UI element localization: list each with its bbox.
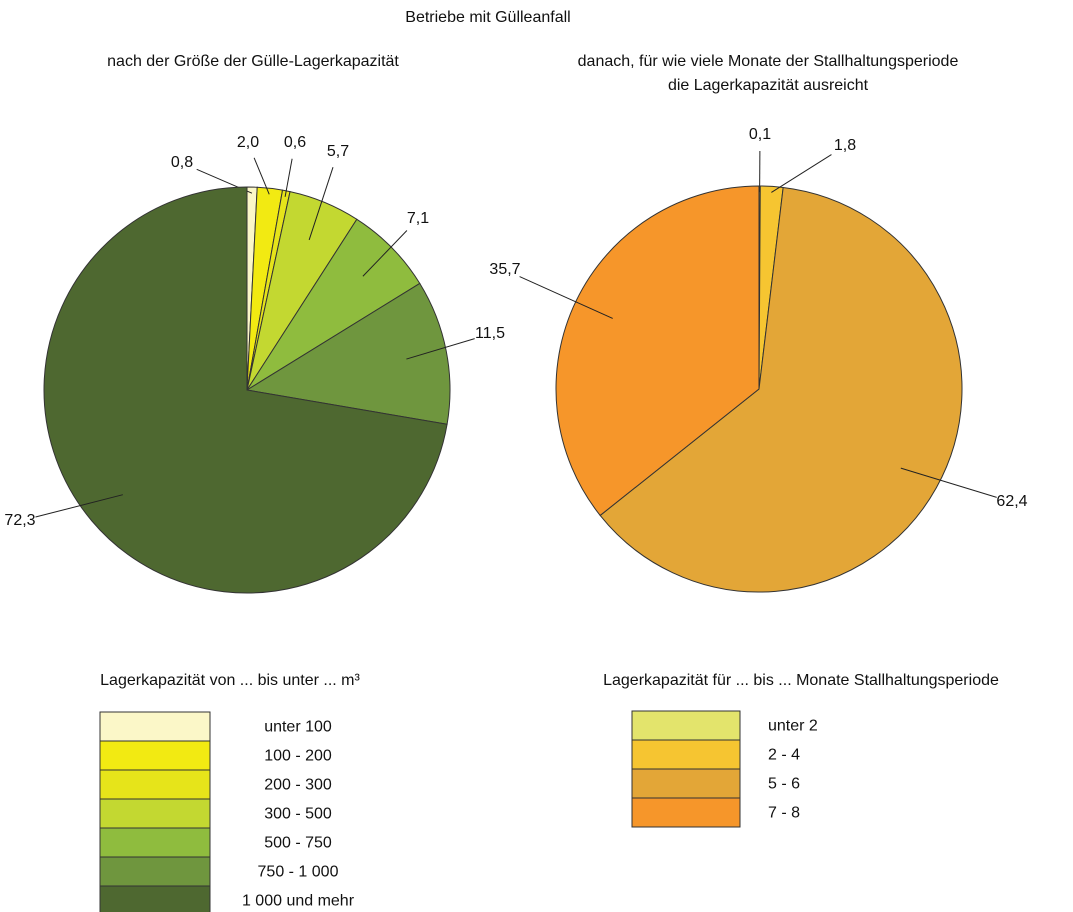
legend-swatch bbox=[631, 797, 741, 828]
chart-subtitle: nach der Größe der Gülle-Lagerkapazität bbox=[107, 53, 399, 70]
data-label: 0,1 bbox=[749, 126, 771, 143]
pie-slice bbox=[43, 186, 448, 594]
data-label: 62,4 bbox=[996, 493, 1027, 510]
legend-label: 500 - 750 bbox=[264, 835, 332, 852]
data-label: 0,6 bbox=[284, 134, 306, 151]
legend-label: 300 - 500 bbox=[264, 806, 332, 823]
chart-subtitle: danach, für wie viele Monate der Stallha… bbox=[578, 53, 959, 70]
data-label: 11,5 bbox=[475, 325, 505, 342]
chart-title: Betriebe mit Gülleanfall bbox=[405, 9, 570, 26]
legend-label: unter 100 bbox=[264, 719, 332, 736]
legend-label: 7 - 8 bbox=[768, 805, 800, 822]
legend-label: 750 - 1 000 bbox=[258, 864, 339, 881]
leader-line bbox=[519, 276, 613, 319]
chart-subtitle: die Lagerkapazität ausreicht bbox=[668, 77, 869, 94]
leader-line bbox=[253, 157, 270, 195]
legend-swatch bbox=[99, 827, 211, 858]
data-label: 2,0 bbox=[237, 134, 259, 151]
leader-line bbox=[362, 230, 408, 277]
data-label: 35,7 bbox=[489, 261, 520, 278]
legend-swatch bbox=[99, 856, 211, 887]
legend-swatch bbox=[99, 711, 211, 742]
data-label: 72,3 bbox=[4, 512, 35, 529]
legend-label: 100 - 200 bbox=[264, 748, 332, 765]
pie-slice bbox=[599, 186, 963, 593]
pie-slice bbox=[245, 282, 451, 425]
legend-label: 5 - 6 bbox=[768, 776, 800, 793]
pie-slice bbox=[555, 185, 760, 517]
data-label: 1,8 bbox=[834, 137, 856, 154]
legend-swatch bbox=[631, 768, 741, 799]
legend-label: 2 - 4 bbox=[768, 747, 800, 764]
legend-swatch bbox=[99, 885, 211, 912]
legend-swatch bbox=[99, 798, 211, 829]
leader-line bbox=[900, 467, 997, 498]
legend-swatch bbox=[99, 769, 211, 800]
leader-line bbox=[308, 167, 334, 241]
data-label: 7,1 bbox=[407, 210, 429, 227]
data-label: 0,8 bbox=[171, 154, 193, 171]
legend-label: 200 - 300 bbox=[264, 777, 332, 794]
data-label: 5,7 bbox=[327, 143, 349, 160]
legend-label: 1 000 und mehr bbox=[242, 893, 355, 910]
legend-label: unter 2 bbox=[768, 718, 818, 735]
leader-line bbox=[406, 338, 475, 360]
legend-title: Lagerkapazität von ... bis unter ... m³ bbox=[100, 672, 360, 689]
leader-line bbox=[35, 494, 123, 518]
legend-swatch bbox=[99, 740, 211, 771]
legend-title: Lagerkapazität für ... bis ... Monate St… bbox=[603, 672, 999, 689]
legend-swatch bbox=[631, 710, 741, 741]
leader-line bbox=[284, 158, 293, 197]
legend-swatch bbox=[631, 739, 741, 770]
leader-line bbox=[771, 154, 832, 193]
